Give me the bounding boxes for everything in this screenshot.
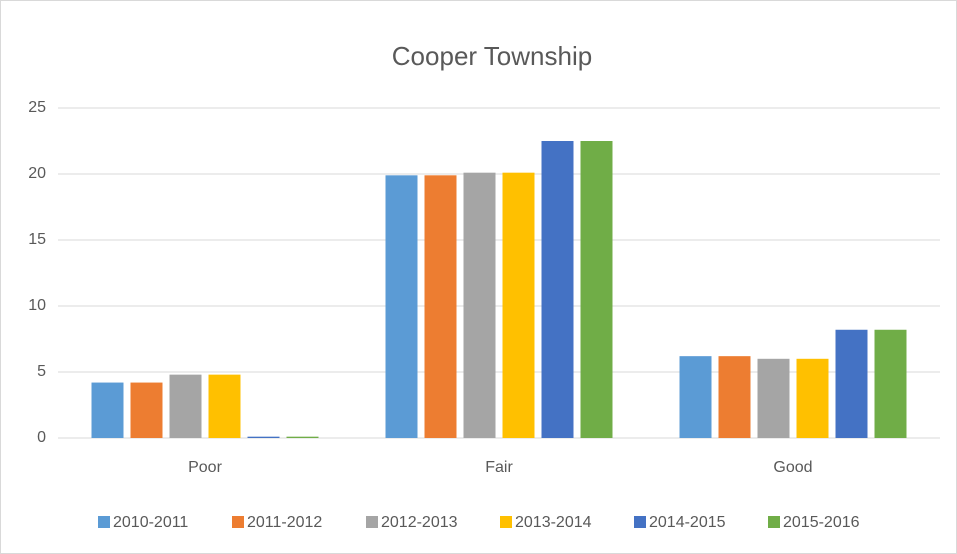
legend-swatch: [768, 516, 780, 528]
legend-label: 2010-2011: [113, 514, 188, 531]
legend-label: 2012-2013: [381, 514, 458, 531]
legend-label: 2014-2015: [649, 514, 726, 531]
bar: [580, 141, 613, 438]
y-tick-label: 15: [28, 231, 46, 248]
bar: [796, 358, 829, 438]
bar: [835, 329, 868, 438]
bar: [502, 172, 535, 438]
legend-swatch: [98, 516, 110, 528]
y-tick-label: 20: [28, 165, 46, 182]
legend-swatch: [232, 516, 244, 528]
legend-swatch: [634, 516, 646, 528]
legend-label: 2013-2014: [515, 514, 592, 531]
bar: [169, 374, 202, 438]
y-tick-label: 0: [37, 429, 46, 446]
bar: [874, 329, 907, 438]
y-tick-label: 5: [37, 363, 46, 380]
x-tick-label: Poor: [188, 459, 222, 476]
x-tick-label: Fair: [485, 459, 513, 476]
legend-swatch: [500, 516, 512, 528]
bar: [130, 382, 163, 438]
y-tick-label: 10: [28, 297, 46, 314]
bar: [91, 382, 124, 438]
bar: [718, 356, 751, 438]
y-tick-label: 25: [28, 99, 46, 116]
bar: [757, 358, 790, 438]
bar: [679, 356, 712, 438]
bar: [424, 175, 457, 438]
bar: [286, 436, 319, 438]
legend-label: 2015-2016: [783, 514, 860, 531]
chart-title: Cooper Township: [392, 41, 592, 71]
bar: [541, 141, 574, 438]
legend-label: 2011-2012: [247, 514, 322, 531]
x-tick-label: Good: [773, 459, 812, 476]
bar: [208, 374, 241, 438]
legend-swatch: [366, 516, 378, 528]
bar: [385, 175, 418, 438]
bar: [463, 172, 496, 438]
bar: [247, 436, 280, 438]
